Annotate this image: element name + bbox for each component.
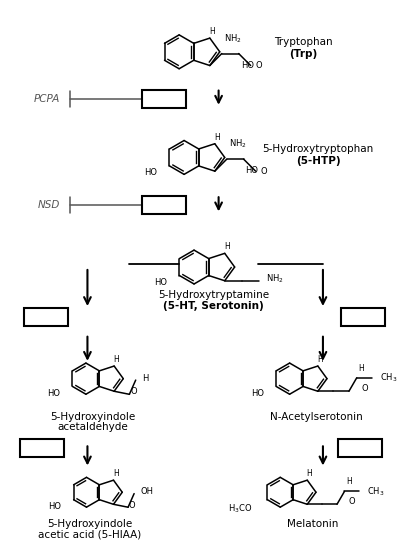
Text: O: O (128, 501, 135, 510)
Text: H: H (113, 469, 118, 478)
Text: HO: HO (47, 389, 60, 398)
Text: O: O (255, 61, 261, 70)
FancyBboxPatch shape (24, 308, 67, 326)
Text: 5-Hydroxytryptamine: 5-Hydroxytryptamine (158, 290, 269, 300)
Text: O: O (348, 497, 354, 507)
FancyBboxPatch shape (20, 440, 63, 457)
Text: 5-Hydroxyindole: 5-Hydroxyindole (50, 411, 135, 422)
Text: H: H (346, 477, 351, 487)
Text: MAO: MAO (31, 312, 60, 322)
Text: NH$_2$: NH$_2$ (228, 138, 246, 150)
Text: NH$_2$: NH$_2$ (223, 32, 241, 45)
Text: NH$_2$: NH$_2$ (266, 273, 284, 285)
Text: Melatonin: Melatonin (287, 519, 338, 529)
Text: HO: HO (154, 278, 167, 287)
Text: HO: HO (245, 166, 258, 175)
Text: CH$_3$: CH$_3$ (367, 485, 384, 498)
FancyBboxPatch shape (142, 90, 185, 107)
Text: H: H (316, 355, 322, 364)
Text: H: H (141, 374, 148, 382)
Text: NSD: NSD (37, 200, 59, 210)
Text: O: O (130, 387, 137, 396)
Text: (5-HT, Serotonin): (5-HT, Serotonin) (163, 301, 263, 311)
Text: HIOMT: HIOMT (338, 443, 379, 454)
Text: H: H (358, 364, 364, 373)
Text: (5-HTP): (5-HTP) (295, 157, 339, 166)
Text: H: H (223, 242, 229, 251)
Text: acetic acid (5-HIAA): acetic acid (5-HIAA) (38, 529, 141, 539)
Text: H: H (113, 355, 119, 364)
Text: H: H (209, 27, 214, 36)
Text: HO: HO (49, 502, 61, 511)
Text: O: O (260, 167, 267, 176)
Text: SNAT: SNAT (345, 312, 378, 322)
Text: HO: HO (251, 389, 263, 398)
Text: PCPA: PCPA (33, 93, 59, 104)
Text: ADH: ADH (28, 443, 55, 454)
Text: TPH: TPH (151, 93, 176, 104)
Text: N-Acetylserotonin: N-Acetylserotonin (269, 411, 361, 422)
Text: 5-Hydroxytryptophan: 5-Hydroxytryptophan (262, 145, 373, 154)
FancyBboxPatch shape (340, 308, 384, 326)
Text: CH$_3$: CH$_3$ (379, 372, 397, 384)
Text: Tryptophan: Tryptophan (273, 37, 332, 47)
FancyBboxPatch shape (142, 197, 185, 214)
Text: acetaldehyde: acetaldehyde (57, 422, 128, 433)
Text: AADC: AADC (146, 200, 181, 210)
Text: OH: OH (140, 487, 153, 496)
Text: H: H (306, 469, 312, 478)
FancyBboxPatch shape (337, 440, 381, 457)
Text: 5-Hydroxyindole: 5-Hydroxyindole (47, 519, 132, 529)
Text: HO: HO (144, 168, 157, 177)
Text: HO: HO (240, 60, 253, 70)
Text: O: O (360, 384, 367, 393)
Text: H$_3$CO: H$_3$CO (227, 502, 251, 515)
Text: (Trp): (Trp) (288, 49, 316, 59)
Text: H: H (214, 133, 219, 141)
